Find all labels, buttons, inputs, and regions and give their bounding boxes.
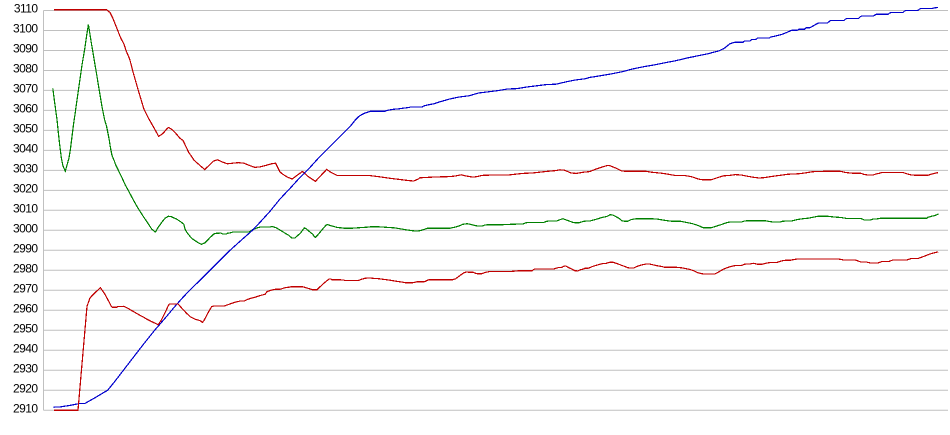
svg-text:3090: 3090 <box>13 42 38 56</box>
svg-text:3000: 3000 <box>13 222 38 236</box>
svg-text:2970: 2970 <box>13 282 38 296</box>
svg-text:2940: 2940 <box>13 341 38 355</box>
svg-text:3010: 3010 <box>13 202 38 216</box>
svg-text:2960: 2960 <box>13 302 38 316</box>
svg-text:3080: 3080 <box>13 62 38 76</box>
svg-text:2950: 2950 <box>13 322 38 336</box>
svg-text:3100: 3100 <box>13 22 38 36</box>
svg-text:3040: 3040 <box>13 142 38 156</box>
svg-text:2910: 2910 <box>13 401 38 415</box>
svg-text:2920: 2920 <box>13 381 38 395</box>
svg-text:2990: 2990 <box>13 242 38 256</box>
svg-text:2930: 2930 <box>13 361 38 375</box>
svg-text:3110: 3110 <box>14 2 38 16</box>
svg-text:3030: 3030 <box>13 162 38 176</box>
svg-text:3020: 3020 <box>13 182 38 196</box>
svg-text:3060: 3060 <box>13 102 38 116</box>
svg-text:2980: 2980 <box>13 262 38 276</box>
svg-text:3070: 3070 <box>13 82 38 96</box>
svg-text:3050: 3050 <box>13 122 38 136</box>
